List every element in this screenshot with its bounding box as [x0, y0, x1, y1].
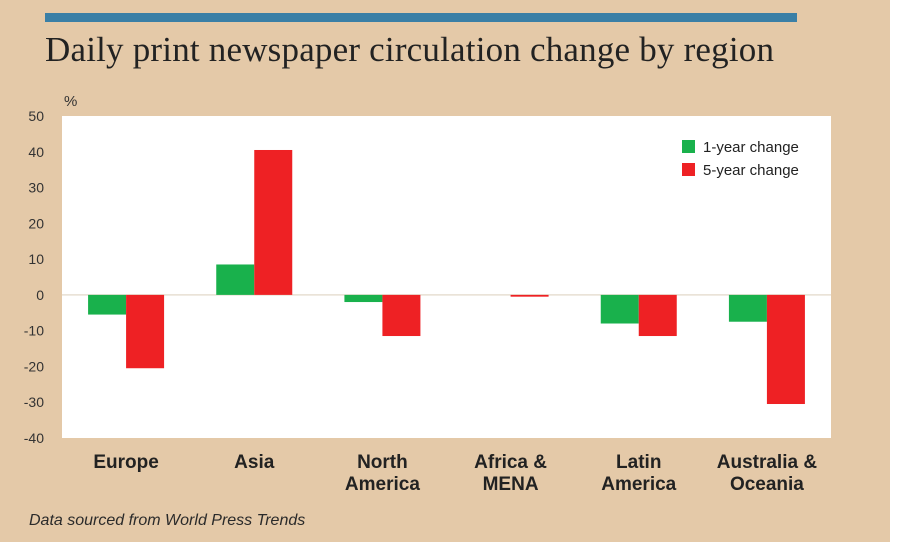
- legend-swatch: [682, 140, 695, 153]
- legend-label: 5-year change: [703, 162, 799, 179]
- bar-5-year: [254, 149, 293, 295]
- legend-swatch: [682, 163, 695, 176]
- category-label: MENA: [483, 474, 539, 495]
- category-label: Europe: [93, 452, 158, 473]
- y-tick-label: 30: [28, 180, 44, 196]
- y-tick-label: 40: [28, 144, 44, 160]
- category-label: Africa &: [474, 452, 547, 473]
- bar-1-year: [728, 294, 767, 322]
- y-tick-label: 10: [28, 251, 44, 267]
- category-label: Oceania: [730, 474, 804, 495]
- y-axis-ticks: 50 40 30 20 10 0 -10 -20 -30 -40: [24, 108, 44, 446]
- y-tick-label: -10: [24, 323, 44, 339]
- plot-area: [62, 116, 831, 438]
- y-tick-label: -30: [24, 394, 44, 410]
- y-tick-label: 50: [28, 108, 44, 124]
- category-label: Australia &: [717, 452, 818, 473]
- bar-5-year: [382, 294, 421, 337]
- y-axis-unit: %: [64, 93, 77, 110]
- bar-5-year: [126, 294, 165, 369]
- bar-5-year: [766, 294, 805, 405]
- bar-1-year: [216, 264, 255, 295]
- bar-1-year: [600, 294, 639, 324]
- source-note: Data sourced from World Press Trends: [29, 512, 306, 529]
- category-label: Asia: [234, 452, 275, 473]
- y-tick-label: 20: [28, 215, 44, 231]
- category-label: America: [345, 474, 420, 495]
- category-label: North: [357, 452, 408, 473]
- accent-bar: [45, 13, 797, 22]
- y-tick-label: 0: [36, 287, 44, 303]
- y-tick-label: -40: [24, 430, 44, 446]
- bar-5-year: [510, 294, 549, 297]
- bar-5-year: [638, 294, 677, 337]
- chart-title: Daily print newspaper circulation change…: [45, 30, 775, 69]
- bar-1-year: [344, 294, 383, 303]
- y-tick-label: -20: [24, 358, 44, 374]
- legend: 1-year change 5-year change: [682, 139, 799, 179]
- bars: [88, 149, 805, 405]
- category-label: America: [601, 474, 676, 495]
- legend-label: 1-year change: [703, 139, 799, 156]
- bar-1-year: [88, 294, 127, 315]
- category-label: Latin: [616, 452, 661, 473]
